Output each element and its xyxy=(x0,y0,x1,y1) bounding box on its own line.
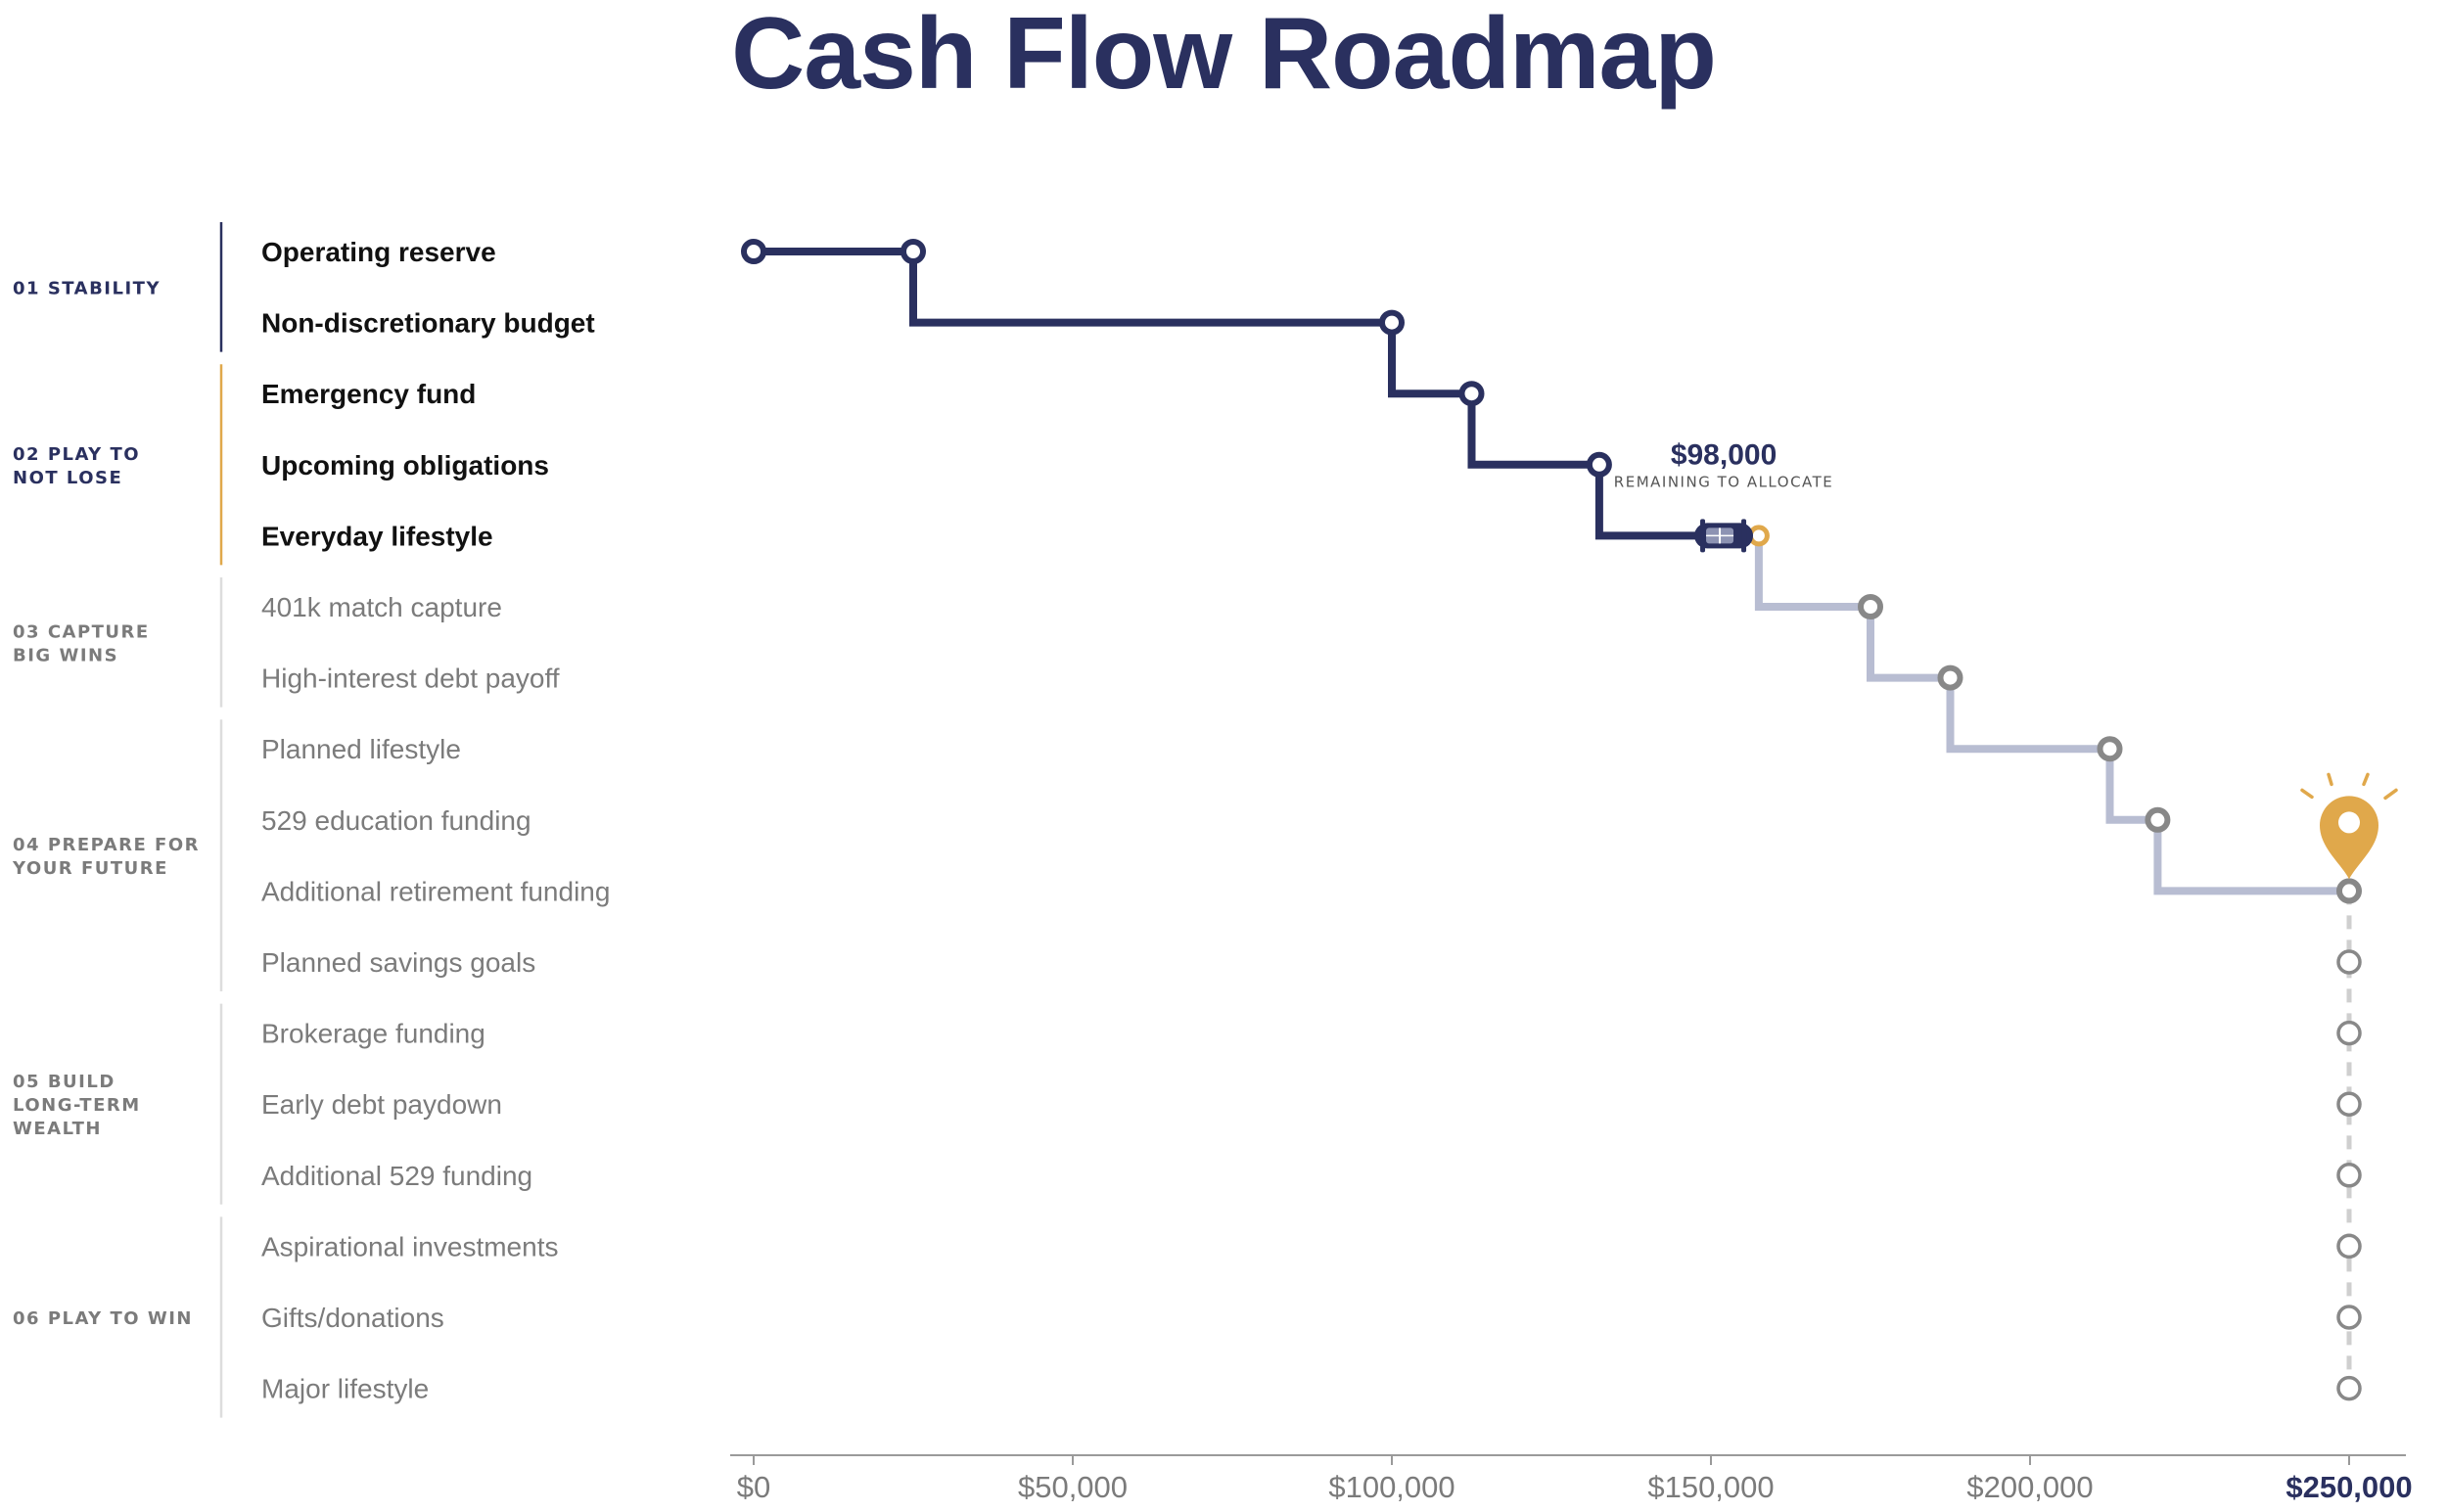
page-title: Cash Flow Roadmap xyxy=(731,0,1717,111)
phase-label: 03 CAPTURE BIG WINS xyxy=(13,621,150,665)
phase-label-line: 03 CAPTURE xyxy=(13,621,150,642)
unfunded-node xyxy=(2336,949,2362,975)
row-label: Additional 529 funding xyxy=(261,1161,532,1191)
row-label: Upcoming obligations xyxy=(261,450,549,481)
row-label: Planned lifestyle xyxy=(261,734,461,764)
x-tick-label: $100,000 xyxy=(1328,1470,1454,1504)
roadmap-markers: $98,000 REMAINING TO ALLOCATE xyxy=(1614,438,2398,880)
ray xyxy=(2327,772,2333,787)
x-axis: $0 $50,000 $100,000 $150,000 $200,000 $250,00… xyxy=(730,1454,2413,1504)
phase-labels: 01 STABILITY 02 PLAY TO NOT LOSE 03 CAPTURE… xyxy=(12,222,223,1418)
row-label: Gifts/donations xyxy=(261,1303,444,1333)
row-label: Brokerage funding xyxy=(261,1019,485,1049)
phase-label: 06 PLAY TO WIN xyxy=(13,1308,193,1329)
roadmap-path xyxy=(754,248,2352,1389)
phase-label: 01 STABILITY xyxy=(13,278,161,298)
remaining-amount: $98,000 xyxy=(1671,438,1777,471)
phase-label-line: NOT LOSE xyxy=(13,468,122,488)
row-label: 401k match capture xyxy=(261,592,502,622)
x-tick-label: $0 xyxy=(737,1470,770,1504)
row-label: Additional retirement funding xyxy=(261,876,610,906)
row-label: Planned savings goals xyxy=(261,947,535,978)
phase-label: 02 PLAY TO NOT LOSE xyxy=(13,444,140,488)
x-tick-label: $250,000 xyxy=(2285,1470,2412,1504)
phase-label-line: BIG WINS xyxy=(13,645,118,665)
pin-hole xyxy=(2338,811,2360,834)
ray xyxy=(2362,772,2370,787)
phase-label-line: 06 PLAY TO WIN xyxy=(13,1308,193,1329)
path-node xyxy=(900,239,926,264)
phase-label-line: 02 PLAY TO xyxy=(13,444,140,465)
unfunded-node xyxy=(2336,1233,2362,1260)
car-wheel xyxy=(1741,519,1747,553)
car-icon xyxy=(1694,519,1754,553)
unfunded-node xyxy=(2336,1305,2362,1330)
path-node xyxy=(1379,309,1405,336)
x-tick-label: $200,000 xyxy=(1966,1470,2093,1504)
ray xyxy=(2383,788,2398,801)
phase-label: 04 PREPARE FOR YOUR FUTURE xyxy=(12,835,200,879)
row-label: Non-discretionary budget xyxy=(261,308,595,339)
row-label: Aspirational investments xyxy=(261,1231,558,1261)
row-label: Major lifestyle xyxy=(261,1374,429,1404)
row-label: Emergency fund xyxy=(261,379,476,409)
upcoming-path xyxy=(1754,535,2349,895)
x-tick-label: $50,000 xyxy=(1018,1470,1128,1504)
phase-label-line: LONG-TERM xyxy=(13,1095,141,1116)
roadmap-nodes xyxy=(741,239,2362,1401)
ray xyxy=(2300,788,2314,800)
path-node xyxy=(741,239,766,264)
path-node xyxy=(2336,878,2362,904)
row-label: 529 education funding xyxy=(261,805,531,836)
row-label: Everyday lifestyle xyxy=(261,521,493,551)
x-tick-label: $150,000 xyxy=(1647,1470,1774,1504)
row-labels: Operating reserve Non-discretionary budge… xyxy=(261,237,610,1404)
phase-label-line: YOUR FUTURE xyxy=(12,858,168,879)
path-node xyxy=(1458,381,1485,407)
unfunded-node xyxy=(2336,1375,2362,1401)
path-node xyxy=(2097,736,2123,762)
row-label: Early debt paydown xyxy=(261,1089,502,1120)
phase-label-line: 04 PREPARE FOR xyxy=(13,835,200,855)
path-node xyxy=(1937,664,1963,691)
phase-label-line: 01 STABILITY xyxy=(13,278,161,298)
row-label: Operating reserve xyxy=(261,237,496,267)
unfunded-node xyxy=(2336,1163,2362,1188)
phase-label-line: WEALTH xyxy=(13,1119,102,1139)
unfunded-node xyxy=(2336,1091,2362,1117)
completed-path xyxy=(754,248,1759,540)
location-pin-icon xyxy=(2320,796,2378,880)
unfunded-node xyxy=(2336,1020,2362,1046)
phase-label-line: 05 BUILD xyxy=(13,1072,115,1092)
remaining-caption: REMAINING TO ALLOCATE xyxy=(1614,473,1833,490)
sparkle-rays-icon xyxy=(2300,772,2398,801)
path-node xyxy=(2145,806,2171,833)
car-wheel xyxy=(1700,519,1706,553)
row-label: High-interest debt payoff xyxy=(261,664,560,694)
path-node xyxy=(1586,451,1612,478)
pin-shape xyxy=(2320,796,2378,880)
path-node xyxy=(1858,594,1883,619)
phase-label: 05 BUILD LONG-TERM WEALTH xyxy=(13,1072,141,1139)
